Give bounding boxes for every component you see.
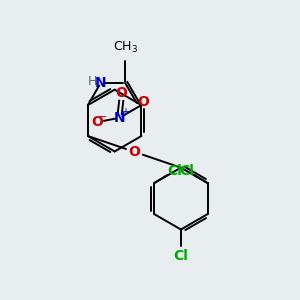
Text: +: + [121,107,129,117]
Text: Cl: Cl [167,164,182,178]
Text: Cl: Cl [173,249,188,263]
Text: O: O [115,86,127,100]
Text: O: O [128,145,140,159]
Text: Cl: Cl [180,164,194,178]
Text: N: N [94,76,106,90]
Text: N: N [114,111,126,124]
Text: H: H [88,76,97,88]
Text: −: − [98,112,107,122]
Text: O: O [91,115,103,129]
Text: CH$_3$: CH$_3$ [113,40,138,56]
Text: O: O [137,94,149,109]
